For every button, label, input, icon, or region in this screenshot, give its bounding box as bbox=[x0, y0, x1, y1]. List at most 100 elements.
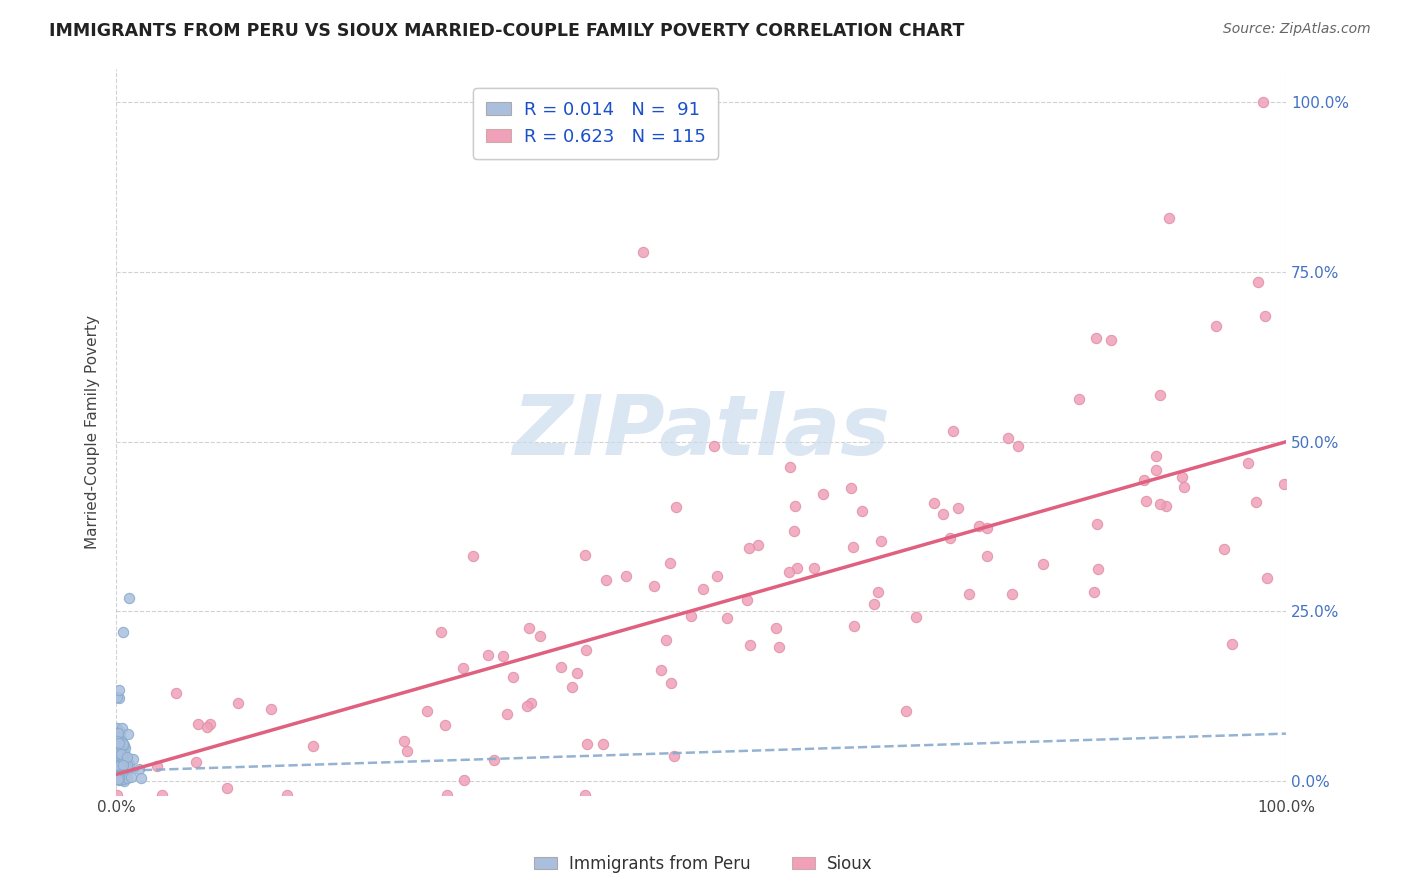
Point bbox=[1085, 517, 1108, 532]
Point bbox=[1007, 439, 1029, 453]
Point bbox=[574, 643, 596, 657]
Point bbox=[107, 765, 129, 780]
Point bbox=[851, 504, 873, 518]
Point bbox=[111, 752, 134, 766]
Point bbox=[482, 753, 505, 767]
Point bbox=[803, 561, 825, 575]
Point bbox=[1157, 211, 1180, 225]
Point bbox=[115, 771, 138, 785]
Point bbox=[1087, 562, 1109, 576]
Point bbox=[655, 632, 678, 647]
Point bbox=[565, 665, 588, 680]
Point bbox=[778, 565, 800, 579]
Point bbox=[107, 726, 129, 740]
Point bbox=[517, 621, 540, 635]
Point bbox=[111, 762, 134, 776]
Point bbox=[108, 739, 131, 754]
Point bbox=[110, 749, 132, 764]
Point bbox=[574, 549, 596, 563]
Point bbox=[107, 766, 129, 780]
Point bbox=[105, 763, 128, 777]
Point bbox=[165, 686, 187, 700]
Point bbox=[108, 725, 131, 739]
Point bbox=[969, 518, 991, 533]
Point bbox=[110, 756, 132, 770]
Point bbox=[129, 771, 152, 785]
Point bbox=[110, 730, 132, 744]
Point bbox=[112, 757, 135, 772]
Point bbox=[111, 756, 134, 770]
Point bbox=[111, 771, 134, 785]
Legend: Immigrants from Peru, Sioux: Immigrants from Peru, Sioux bbox=[527, 848, 879, 880]
Point bbox=[107, 768, 129, 782]
Point bbox=[1254, 309, 1277, 323]
Point bbox=[107, 772, 129, 786]
Point bbox=[1244, 495, 1267, 509]
Point bbox=[111, 721, 134, 735]
Point bbox=[110, 756, 132, 771]
Point bbox=[111, 765, 134, 780]
Point bbox=[107, 743, 129, 757]
Point bbox=[1133, 473, 1156, 487]
Point bbox=[150, 788, 173, 802]
Point bbox=[415, 704, 437, 718]
Point bbox=[117, 763, 139, 777]
Point bbox=[643, 579, 665, 593]
Point bbox=[108, 759, 131, 773]
Point bbox=[692, 582, 714, 597]
Point bbox=[112, 774, 135, 789]
Point bbox=[187, 717, 209, 731]
Point bbox=[112, 738, 135, 752]
Point bbox=[110, 752, 132, 766]
Point bbox=[1173, 480, 1195, 494]
Point bbox=[108, 772, 131, 786]
Point bbox=[112, 765, 135, 780]
Point bbox=[105, 769, 128, 783]
Point bbox=[894, 704, 917, 718]
Point bbox=[1220, 637, 1243, 651]
Point bbox=[111, 747, 134, 761]
Point bbox=[436, 788, 458, 802]
Point bbox=[1083, 584, 1105, 599]
Point bbox=[114, 740, 136, 755]
Point bbox=[786, 561, 808, 575]
Point bbox=[111, 772, 134, 787]
Point bbox=[112, 746, 135, 760]
Point bbox=[111, 768, 134, 782]
Point bbox=[1099, 333, 1122, 347]
Point bbox=[904, 610, 927, 624]
Point bbox=[108, 772, 131, 786]
Text: IMMIGRANTS FROM PERU VS SIOUX MARRIED-COUPLE FAMILY POVERTY CORRELATION CHART: IMMIGRANTS FROM PERU VS SIOUX MARRIED-CO… bbox=[49, 22, 965, 40]
Point bbox=[702, 439, 724, 453]
Point bbox=[550, 660, 572, 674]
Point bbox=[107, 745, 129, 759]
Point bbox=[1149, 388, 1171, 402]
Point bbox=[115, 757, 138, 772]
Point bbox=[117, 727, 139, 741]
Point bbox=[839, 481, 862, 495]
Point bbox=[276, 788, 298, 802]
Point bbox=[740, 638, 762, 652]
Point bbox=[869, 534, 891, 549]
Point bbox=[108, 759, 131, 773]
Point bbox=[111, 766, 134, 780]
Point bbox=[765, 621, 787, 635]
Point bbox=[105, 734, 128, 748]
Text: Source: ZipAtlas.com: Source: ZipAtlas.com bbox=[1223, 22, 1371, 37]
Point bbox=[260, 702, 283, 716]
Point bbox=[108, 757, 131, 772]
Point bbox=[195, 720, 218, 734]
Point bbox=[120, 770, 142, 784]
Point bbox=[477, 648, 499, 662]
Point bbox=[302, 739, 325, 753]
Point bbox=[453, 772, 475, 787]
Point bbox=[863, 597, 886, 611]
Point bbox=[665, 500, 688, 515]
Point bbox=[842, 540, 865, 554]
Point bbox=[110, 756, 132, 771]
Point bbox=[1144, 463, 1167, 477]
Point bbox=[616, 569, 638, 583]
Point bbox=[976, 520, 998, 534]
Point bbox=[595, 573, 617, 587]
Point bbox=[395, 744, 418, 758]
